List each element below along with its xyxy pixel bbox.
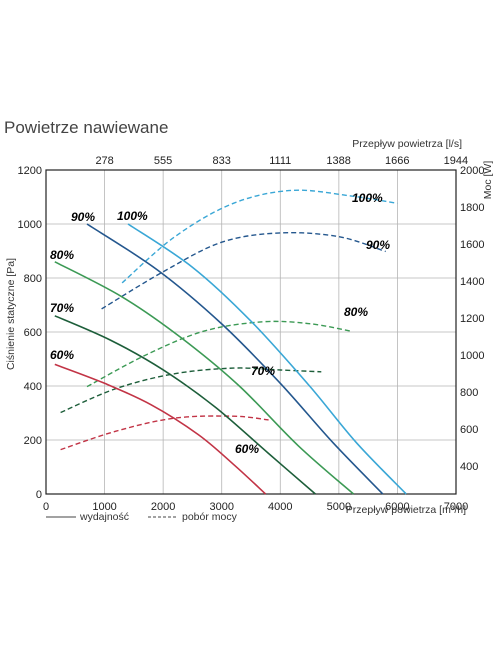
y-right-tick-label: 2000 bbox=[460, 165, 484, 177]
pressure-curve-100 bbox=[127, 223, 407, 495]
power-curve-100 bbox=[121, 189, 398, 284]
x-top-tick-label: 833 bbox=[212, 155, 230, 167]
x-top-tick-label: 1388 bbox=[326, 155, 350, 167]
label-pressure-70: 70% bbox=[50, 301, 74, 315]
y-right-tick-label: 1400 bbox=[460, 276, 484, 288]
page-title: Powietrze nawiewane bbox=[4, 118, 169, 137]
label-pressure-100: 100% bbox=[117, 209, 148, 223]
label-power-70: 70% bbox=[251, 364, 275, 378]
x-bottom-tick-label: 0 bbox=[43, 501, 49, 513]
x-bottom-tick-label: 2000 bbox=[151, 501, 175, 513]
x-bottom-tick-label: 3000 bbox=[209, 501, 233, 513]
x-top-tick-label: 1111 bbox=[269, 155, 291, 167]
legend-dashed-label: pobór mocy bbox=[182, 511, 238, 523]
x-top-tick-label: 1944 bbox=[444, 155, 468, 167]
y-right-tick-label: 1000 bbox=[460, 350, 484, 362]
y-right-tick-label: 600 bbox=[460, 424, 478, 436]
x-bottom-tick-label: 6000 bbox=[385, 501, 409, 513]
y-right-tick-label: 1200 bbox=[460, 313, 484, 325]
x-top-tick-label: 1666 bbox=[385, 155, 409, 167]
x-top-tick-label: 278 bbox=[95, 155, 113, 167]
label-pressure-90: 90% bbox=[71, 210, 95, 224]
y-left-tick-label: 200 bbox=[24, 435, 42, 447]
pressure-curve-60 bbox=[54, 363, 267, 495]
label-power-60: 60% bbox=[235, 442, 259, 456]
x-bottom-axis-label: Przepływ powietrza [m³/h] bbox=[346, 504, 466, 516]
curve-labels: 90% 100% 80% 70% 60% 100% 90% 80% 70% 60… bbox=[50, 191, 390, 456]
plot-frame bbox=[45, 169, 457, 495]
y-right-axis-label: Moc [W] bbox=[482, 161, 494, 200]
label-power-100: 100% bbox=[352, 191, 383, 205]
y-right-tick-label: 400 bbox=[460, 461, 478, 473]
y-left-tick-label: 1200 bbox=[18, 165, 42, 177]
pressure-curve-80 bbox=[54, 261, 355, 495]
power-curve-80 bbox=[86, 320, 351, 388]
y-left-tick-label: 800 bbox=[24, 273, 42, 285]
y-left-tick-label: 600 bbox=[24, 327, 42, 339]
grid bbox=[46, 170, 456, 494]
curves bbox=[54, 189, 407, 495]
ticks: 0 1000 2000 3000 4000 5000 6000 7000 0 200 400 600 8… bbox=[18, 155, 485, 513]
x-bottom-tick-label: 1000 bbox=[92, 501, 116, 513]
x-bottom-tick-label: 7000 bbox=[444, 501, 468, 513]
x-bottom-tick-label: 4000 bbox=[268, 501, 292, 513]
label-pressure-60: 60% bbox=[50, 348, 74, 362]
y-left-axis-label: Ciśnienie statyczne [Pa] bbox=[5, 258, 17, 370]
label-power-90: 90% bbox=[366, 238, 390, 252]
y-left-tick-label: 1000 bbox=[18, 219, 42, 231]
y-left-tick-label: 400 bbox=[24, 381, 42, 393]
x-top-tick-label: 555 bbox=[154, 155, 172, 167]
pressure-curve-70 bbox=[54, 315, 316, 495]
power-curve-90 bbox=[101, 231, 386, 310]
x-top-axis-label: Przepływ powietrza [l/s] bbox=[352, 138, 462, 150]
legend-solid-label: wydajność bbox=[79, 511, 129, 523]
legend: wydajność pobór mocy bbox=[46, 511, 238, 523]
y-right-tick-label: 1600 bbox=[460, 239, 484, 251]
x-bottom-tick-label: 5000 bbox=[327, 501, 351, 513]
y-right-tick-label: 1800 bbox=[460, 202, 484, 214]
power-curve-70 bbox=[60, 367, 322, 414]
y-left-tick-label: 0 bbox=[36, 489, 42, 501]
pressure-curve-90 bbox=[86, 223, 384, 495]
y-right-tick-label: 800 bbox=[460, 387, 478, 399]
label-power-80: 80% bbox=[344, 305, 368, 319]
label-pressure-80: 80% bbox=[50, 248, 74, 262]
